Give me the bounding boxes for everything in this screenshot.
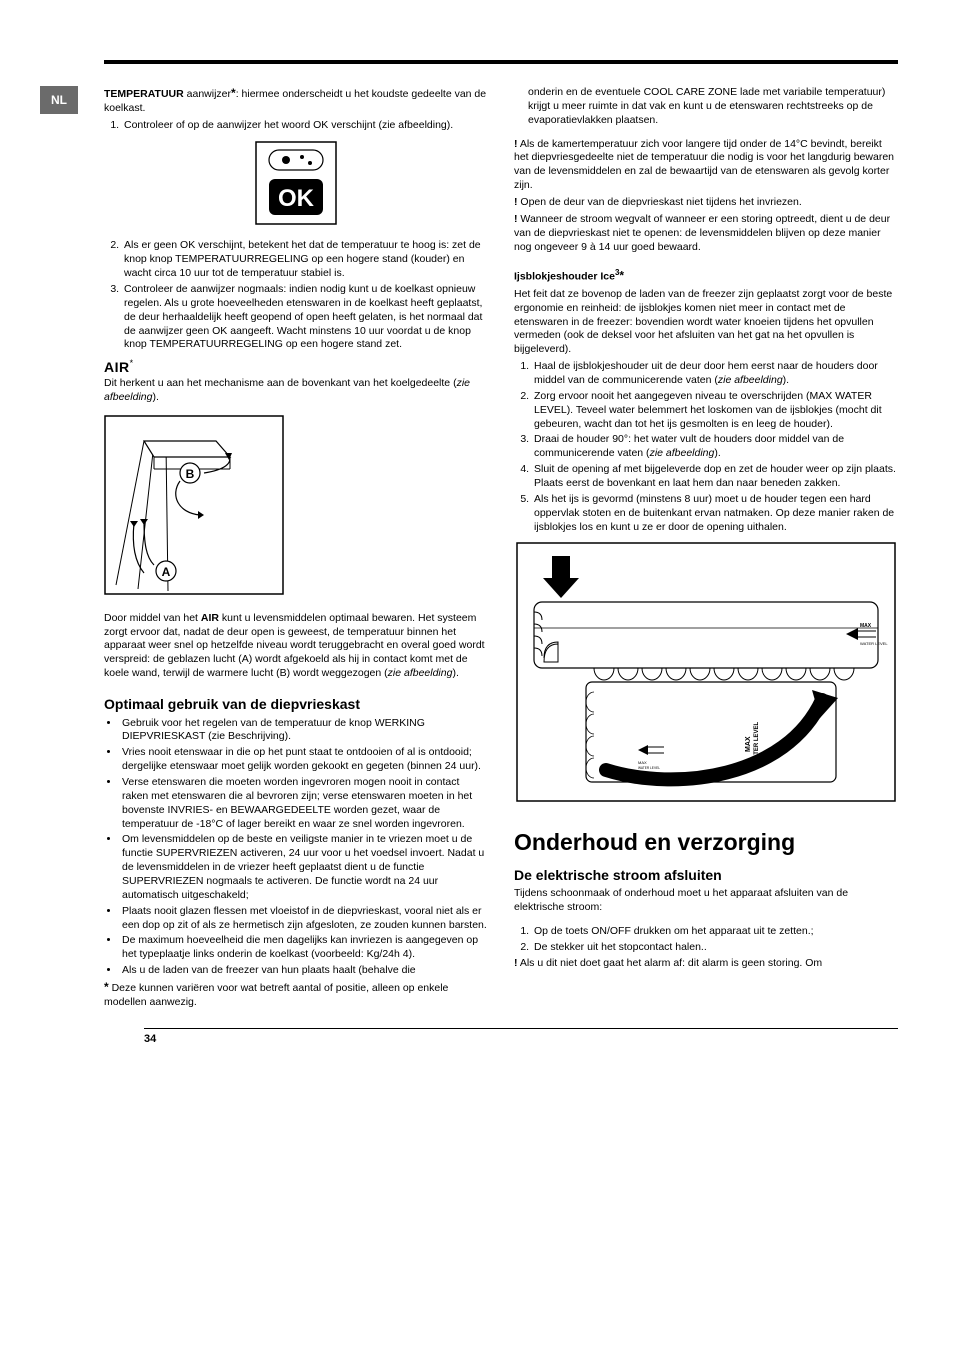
temperature-steps: Controleer of op de aanwijzer het woord … — [104, 119, 488, 133]
ice-heading: Ijsblokjeshouder Ice3* — [514, 268, 898, 284]
ice-tray-figure: MAX WATER LEVEL MAX WATER LEVEL — [514, 542, 898, 807]
footnote: * Deze kunnen variëren voor wat betreft … — [104, 980, 488, 1010]
temperature-label: TEMPERATUUR — [104, 88, 184, 100]
svg-text:MAX: MAX — [638, 760, 647, 765]
svg-text:WATER LEVEL: WATER LEVEL — [638, 766, 660, 770]
warning-1: ! Als de kamertemperatuur zich voor lang… — [514, 138, 898, 193]
svg-text:MAX: MAX — [745, 737, 752, 753]
svg-text:MAX: MAX — [860, 623, 872, 629]
page-number: 34 — [144, 1033, 898, 1045]
ice-step-2: Zorg ervoor nooit het aangegeven niveau … — [532, 390, 898, 432]
column-right: onderin en de eventuele COOL CARE ZONE l… — [514, 86, 898, 1010]
ice-intro: Het feit dat ze bovenop de laden van de … — [514, 288, 898, 357]
elec-step-1: Op de toets ON/OFF drukken om het appara… — [532, 925, 898, 939]
svg-text:WATER LEVEL: WATER LEVEL — [754, 722, 760, 765]
top-rule — [104, 60, 898, 64]
opt-item: Als u de laden van de freezer van hun pl… — [120, 964, 488, 978]
bottom-rule — [144, 1028, 898, 1029]
temp-step-1: Controleer of op de aanwijzer het woord … — [122, 119, 488, 133]
air-intro: Dit herkent u aan het mechanisme aan de … — [104, 377, 488, 405]
electrical-warning: ! Als u dit niet doet gaat het alarm af:… — [514, 957, 898, 971]
temperature-intro: TEMPERATUUR aanwijzer*: hiermee ondersch… — [104, 86, 488, 116]
temp-step-3: Controleer de aanwijzer nogmaals: indien… — [122, 283, 488, 352]
ice-step-3: Draai de houder 90°: het water vult de h… — [532, 433, 898, 461]
opt-item: Plaats nooit glazen flessen met vloeisto… — [120, 905, 488, 933]
electrical-heading: De elektrische stroom afsluiten — [514, 866, 898, 884]
left-gutter: NL — [40, 86, 78, 1010]
optimal-use-list: Gebruik voor het regelen van de temperat… — [104, 717, 488, 978]
optimal-use-heading: Optimaal gebruik van de diepvrieskast — [104, 695, 488, 713]
elec-step-2: De stekker uit het stopcontact halen.. — [532, 941, 898, 955]
temperature-steps-2: Als er geen OK verschijnt, betekent het … — [104, 239, 488, 352]
opt-item: Verse etenswaren die moeten worden ingev… — [120, 776, 488, 831]
ice-step-5: Als het ijs is gevormd (minstens 8 uur) … — [532, 493, 898, 535]
air-description: Door middel van het AIR kunt u levensmid… — [104, 612, 488, 681]
column-left: TEMPERATUUR aanwijzer*: hiermee ondersch… — [104, 86, 488, 1010]
opt-item: Om levensmiddelen op de beste en veiligs… — [120, 833, 488, 902]
continuation-para: onderin en de eventuele COOL CARE ZONE l… — [514, 86, 898, 128]
opt-item: Vries nooit etenswaar in die op het punt… — [120, 746, 488, 774]
air-label: AIR — [104, 358, 130, 376]
warning-2: ! Open de deur van de diepvrieskast niet… — [514, 196, 898, 210]
opt-item: Gebruik voor het regelen van de temperat… — [120, 717, 488, 745]
warning-3: ! Wanneer de stroom wegvalt of wanneer e… — [514, 213, 898, 255]
electrical-intro: Tijdens schoonmaak of onderhoud moet u h… — [514, 887, 898, 915]
ok-indicator-figure: OK — [104, 141, 488, 230]
page: NL TEMPERATUUR aanwijzer*: hiermee onder… — [0, 0, 954, 1065]
svg-text:OK: OK — [278, 185, 315, 212]
maintenance-heading: Onderhoud en verzorging — [514, 827, 898, 857]
air-figure: B A — [104, 415, 488, 600]
svg-text:WATER LEVEL: WATER LEVEL — [860, 641, 888, 646]
temp-step-2: Als er geen OK verschijnt, betekent het … — [122, 239, 488, 281]
air-heading: AIR* — [104, 358, 488, 377]
opt-item: De maximum hoeveelheid die men dagelijks… — [120, 934, 488, 962]
svg-text:A: A — [162, 565, 171, 579]
columns-wrap: NL TEMPERATUUR aanwijzer*: hiermee onder… — [40, 86, 898, 1010]
electrical-steps: Op de toets ON/OFF drukken om het appara… — [514, 925, 898, 955]
svg-text:B: B — [186, 467, 195, 481]
ice-step-4: Sluit de opening af met bijgeleverde dop… — [532, 463, 898, 491]
ice-step-1: Haal de ijsblokjeshouder uit de deur doo… — [532, 360, 898, 388]
language-tab: NL — [40, 86, 78, 114]
ice-steps: Haal de ijsblokjeshouder uit de deur doo… — [514, 360, 898, 534]
